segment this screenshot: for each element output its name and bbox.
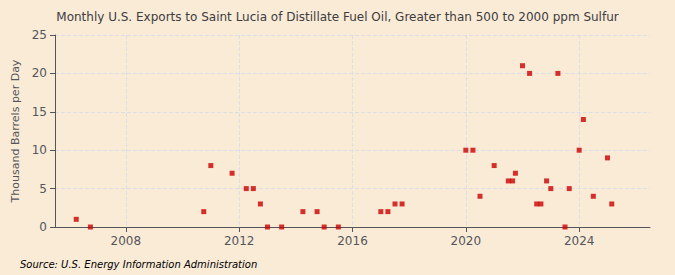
svg-text:20: 20 bbox=[32, 66, 47, 80]
svg-text:2024: 2024 bbox=[564, 234, 595, 248]
svg-text:Monthly U.S. Exports to Saint: Monthly U.S. Exports to Saint Lucia of D… bbox=[56, 10, 619, 24]
svg-text:10: 10 bbox=[32, 143, 47, 157]
svg-text:2008: 2008 bbox=[111, 234, 142, 248]
svg-text:15: 15 bbox=[32, 105, 47, 119]
svg-text:2012: 2012 bbox=[224, 234, 255, 248]
svg-text:2020: 2020 bbox=[451, 234, 482, 248]
svg-text:5: 5 bbox=[39, 182, 47, 196]
svg-text:25: 25 bbox=[32, 28, 47, 42]
svg-text:Source: U.S. Energy Informatio: Source: U.S. Energy Information Administ… bbox=[20, 259, 257, 270]
svg-text:0: 0 bbox=[39, 220, 47, 234]
svg-text:Thousand Barrels per Day: Thousand Barrels per Day bbox=[9, 59, 22, 203]
svg-text:2016: 2016 bbox=[337, 234, 368, 248]
